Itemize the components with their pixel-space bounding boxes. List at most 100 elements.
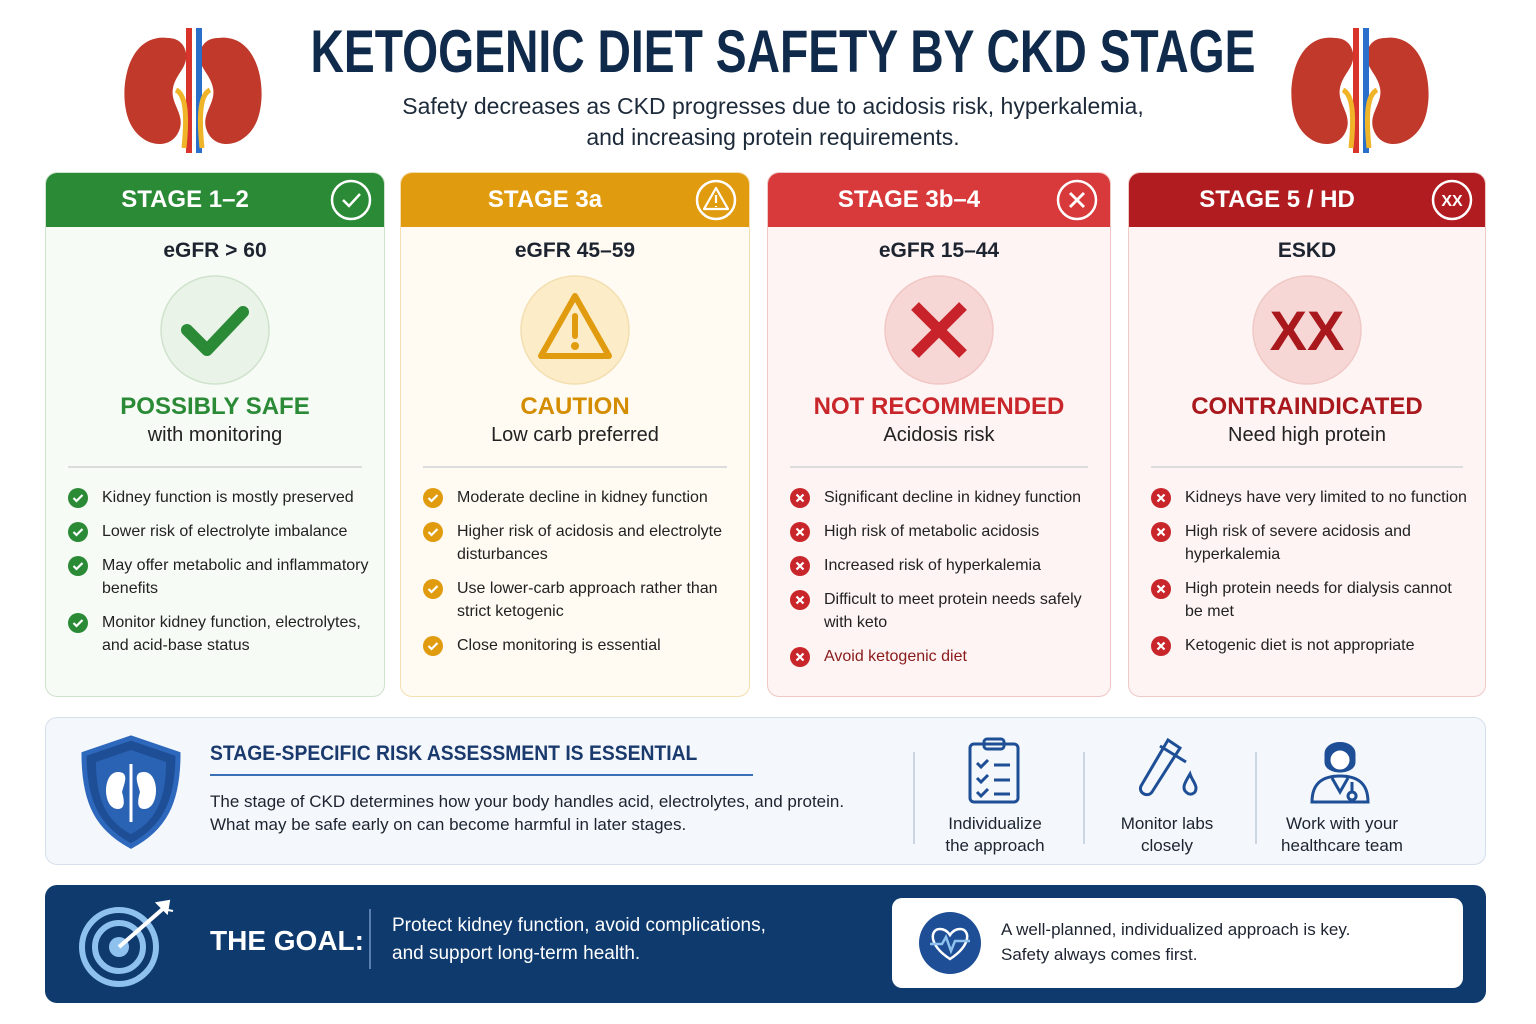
verdict-note: with monitoring	[147, 424, 283, 446]
risk-panel: STAGE-SPECIFIC RISK ASSESSMENT IS ESSENT…	[45, 717, 1486, 865]
point-text: Kidney function is mostly preserved	[102, 489, 354, 506]
shield-icon	[81, 735, 181, 849]
divider	[913, 752, 915, 844]
heart-icon	[919, 912, 981, 974]
verdict: NOT RECOMMENDED	[813, 393, 1065, 420]
risk-body: The stage of CKD determines how your bod…	[210, 792, 845, 811]
point-text: Close monitoring is essential	[457, 637, 661, 654]
badge-symbol: XX	[1441, 193, 1463, 210]
bullet-icon	[68, 613, 88, 633]
stage-label: STAGE 3b–4	[837, 186, 981, 213]
point-text: Significant decline in kidney function	[824, 489, 1082, 506]
stage-card: STAGE 5 / HD XX ESKD XX CONTRAINDICATED Need …	[1128, 172, 1486, 697]
stage-header: STAGE 3b–4	[768, 173, 1110, 227]
test-tube-icon	[1138, 737, 1198, 797]
action-label: the approach	[945, 836, 1045, 855]
subtitle-line: Safety decreases as CKD progresses due t…	[402, 93, 1144, 119]
bullet-icon	[1151, 636, 1171, 656]
point: May offer metabolic and inflammatory ben…	[68, 554, 370, 600]
goal-text: Protect kidney function, avoid complicat…	[392, 915, 766, 936]
bullet-icon	[790, 522, 810, 542]
target-icon	[79, 899, 174, 987]
stage-badge	[330, 179, 372, 221]
bullet-icon	[68, 556, 88, 576]
bullet-icon	[1151, 522, 1171, 542]
divider	[790, 466, 1088, 468]
goal-text: and support long-term health.	[392, 943, 641, 964]
status-symbol: XX	[1270, 299, 1345, 362]
bullet-icon	[790, 590, 810, 610]
kidneys-right	[1291, 28, 1429, 153]
bullet-icon	[423, 522, 443, 542]
divider	[1151, 466, 1463, 468]
point: Ketogenic diet is not appropriate	[1151, 634, 1471, 657]
divider	[423, 466, 727, 468]
action-label: Monitor labs	[1120, 814, 1214, 833]
egfr: eGFR 45–59	[514, 239, 636, 262]
point: Significant decline in kidney function	[790, 486, 1092, 509]
goal-note-box: A well-planned, individualized approach …	[892, 898, 1463, 988]
stage-header: STAGE 5 / HD XX	[1129, 173, 1485, 227]
checklist-icon	[968, 737, 1020, 804]
egfr: eGFR > 60	[163, 239, 267, 262]
egfr: eGFR 15–44	[878, 239, 1000, 262]
bullet-icon	[1151, 579, 1171, 599]
point-text: May offer metabolic and inflammatory ben…	[102, 557, 369, 597]
stage-label: STAGE 5 / HD	[1199, 186, 1355, 213]
point: High risk of severe acidosis and hyperka…	[1151, 520, 1471, 566]
point-text: High protein needs for dialysis cannot b…	[1185, 580, 1452, 620]
bullet-icon	[423, 488, 443, 508]
stage-badge: XX	[1431, 179, 1473, 221]
point-text: Monitor kidney function, electrolytes, a…	[102, 614, 361, 654]
point: Moderate decline in kidney function	[423, 486, 735, 509]
kidneys-left	[124, 28, 262, 153]
stage-badge	[695, 179, 737, 221]
stage-header: STAGE 3a	[401, 173, 749, 227]
bullet-icon	[1151, 488, 1171, 508]
point-list: Moderate decline in kidney function Highe…	[423, 486, 735, 668]
stage-label: STAGE 3a	[487, 186, 603, 213]
verdict: CONTRAINDICATED	[1191, 393, 1423, 420]
point-text: Increased risk of hyperkalemia	[824, 557, 1041, 574]
verdict: POSSIBLY SAFE	[120, 393, 310, 420]
status-icon	[520, 275, 630, 385]
goal-bar: THE GOAL: Protect kidney function, avoid…	[45, 885, 1486, 1003]
bullet-icon	[68, 488, 88, 508]
point-text: Lower risk of electrolyte imbalance	[102, 523, 348, 540]
bullet-icon	[790, 556, 810, 576]
point: Lower risk of electrolyte imbalance	[68, 520, 370, 543]
bullet-icon	[790, 488, 810, 508]
point-text: Moderate decline in kidney function	[457, 489, 708, 506]
point: Kidney function is mostly preserved	[68, 486, 370, 509]
subtitle-line: and increasing protein requirements.	[586, 124, 960, 150]
doctor-icon	[1310, 742, 1370, 804]
goal-label: THE GOAL:	[210, 925, 364, 956]
point-list: Kidney function is mostly preserved Lower…	[68, 486, 370, 668]
point: Monitor kidney function, electrolytes, a…	[68, 611, 370, 657]
point: High protein needs for dialysis cannot b…	[1151, 577, 1471, 623]
stage-card: STAGE 3b–4 eGFR 15–44 NOT RECOMMENDED Acido…	[767, 172, 1111, 697]
header-art: KETOGENIC DIET SAFETY BY CKD STAGE	[124, 18, 1429, 153]
bullet-icon	[423, 636, 443, 656]
point-text: Difficult to meet protein needs safely w…	[824, 591, 1082, 631]
divider	[68, 466, 362, 468]
goal-note: Safety always comes first.	[1001, 945, 1198, 964]
status-icon	[884, 275, 994, 385]
stage-header: STAGE 1–2	[46, 173, 384, 227]
point: Difficult to meet protein needs safely w…	[790, 588, 1092, 634]
point: High risk of metabolic acidosis	[790, 520, 1092, 543]
point-text: High risk of metabolic acidosis	[824, 523, 1040, 540]
point-list: Kidneys have very limited to no function…	[1151, 486, 1471, 668]
title-underline	[210, 774, 753, 776]
point-text: Avoid ketogenic diet	[824, 648, 967, 665]
action-label: Work with your	[1285, 814, 1399, 833]
action-label: closely	[1141, 836, 1193, 855]
point: Kidneys have very limited to no function	[1151, 486, 1471, 509]
stage-card: STAGE 1–2 eGFR > 60 POSSIBLY SAFE with moni…	[45, 172, 385, 697]
point-text: High risk of severe acidosis and hyperka…	[1185, 523, 1411, 563]
bullet-icon	[790, 647, 810, 667]
verdict-note: Need high protein	[1228, 424, 1386, 446]
bullet-icon	[68, 522, 88, 542]
point-text: Use lower-carb approach rather than stri…	[457, 580, 718, 620]
